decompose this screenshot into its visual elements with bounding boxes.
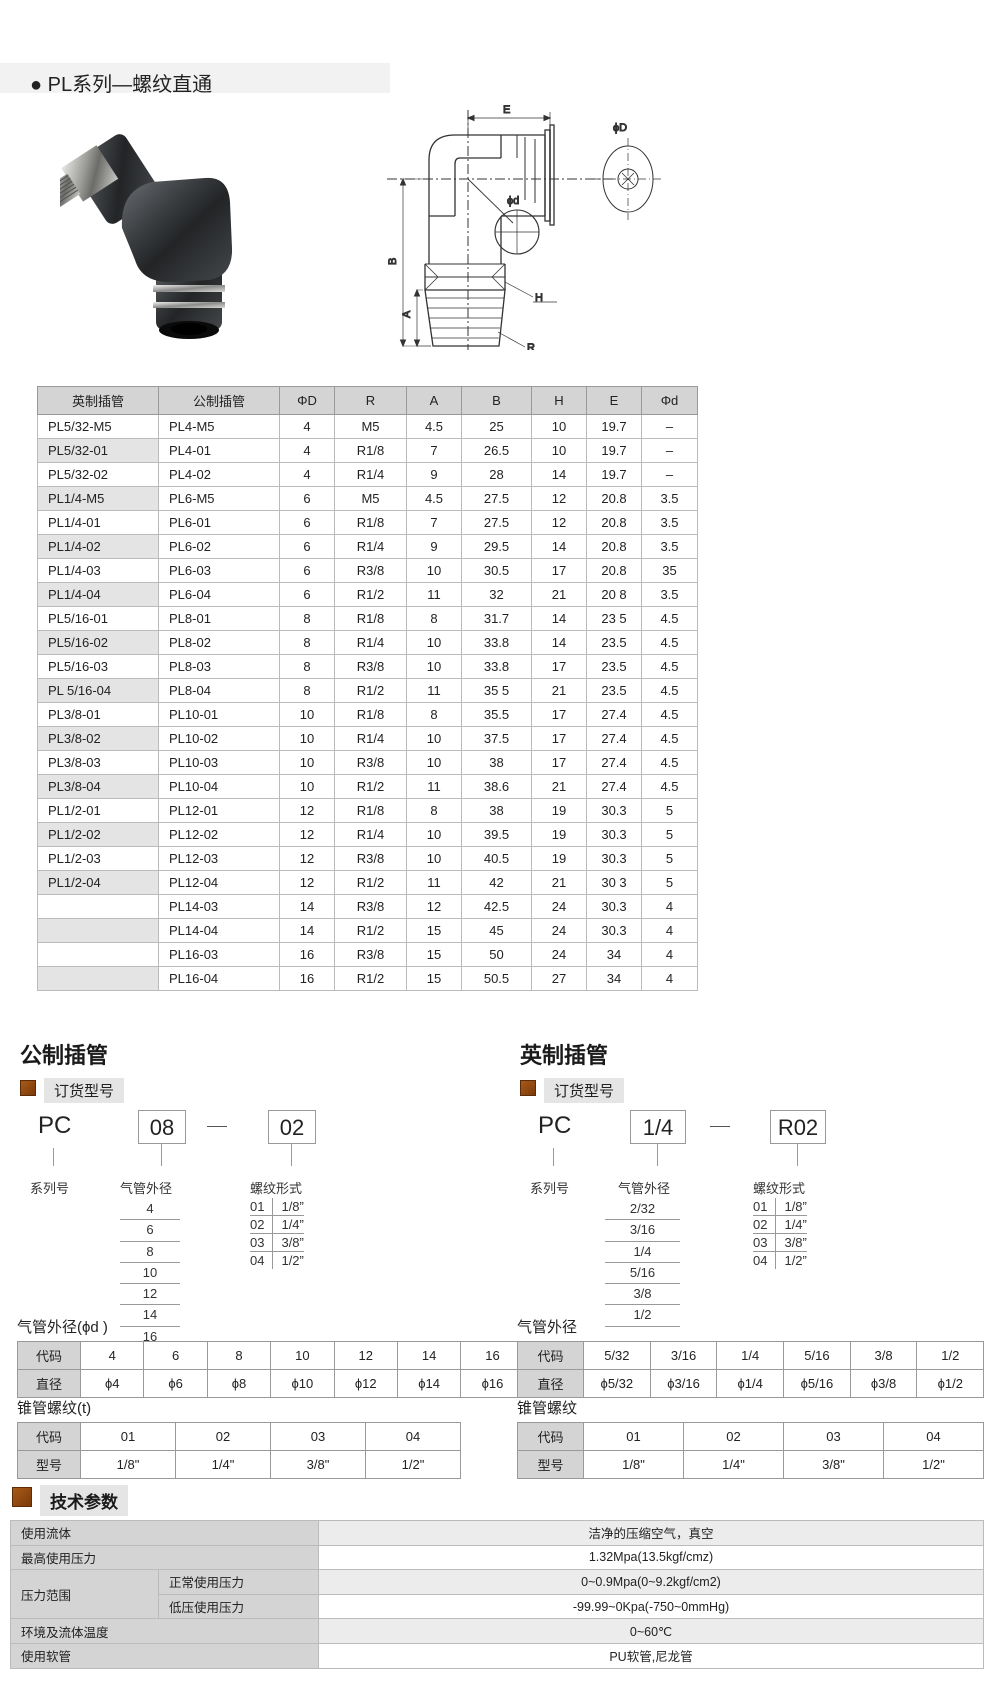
svg-text:ϕd: ϕd [507,195,519,207]
svg-text:E: E [503,104,510,116]
svg-text:A: A [401,310,413,318]
svg-text:H: H [535,292,543,304]
svg-text:R: R [527,342,535,350]
svg-text:B: B [387,258,399,265]
svg-text:ϕD: ϕD [613,122,627,134]
